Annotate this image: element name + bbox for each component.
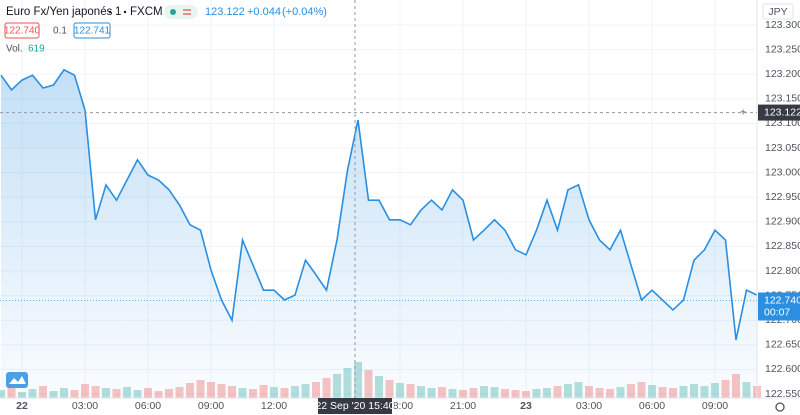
x-tick-label: 06:00: [639, 400, 665, 412]
volume-label: Vol.: [6, 44, 23, 55]
volume-value: 619: [28, 44, 45, 55]
crosshair-time-box: [318, 398, 392, 414]
currency-box[interactable]: [762, 3, 794, 20]
y-tick-label: 123.250: [765, 43, 800, 55]
currency: JPY: [768, 6, 787, 18]
change-percent: (+0.04%): [282, 6, 327, 18]
y-tick-label: 123.150: [765, 93, 800, 105]
x-tick-label: 03:00: [576, 400, 602, 412]
x-tick-label: 06:00: [135, 400, 161, 412]
ask: 122.741: [74, 26, 111, 37]
add-button[interactable]: +: [740, 106, 746, 118]
interval: 1: [115, 6, 121, 18]
crosshair-price-tag: [758, 104, 800, 121]
spread: 0.1: [53, 26, 67, 37]
area-fill: [1, 69, 757, 399]
logo-box: [6, 372, 28, 388]
last-price-tag: [758, 292, 800, 321]
market-status[interactable]: [164, 5, 198, 19]
x-tick-label: 18:00: [387, 400, 413, 412]
y-tick-label: 122.600: [765, 363, 800, 375]
time-axis: 22 03:00 06:00 09:00 12:00 18:00 21:00 23 03:00 0…: [16, 400, 728, 412]
exchange: FXCM: [130, 6, 163, 18]
settings-icon[interactable]: [775, 402, 785, 412]
y-tick-label: 122.800: [765, 265, 800, 277]
countdown: 00:07: [764, 306, 790, 318]
y-tick-label: 123.000: [765, 166, 800, 178]
separator: [108, 10, 112, 14]
plot-layer: [0, 68, 758, 399]
x-tick-label: 23: [520, 400, 532, 412]
x-tick-label: 12:00: [261, 400, 287, 412]
x-tick-label: 22: [16, 400, 28, 412]
status-dot: [170, 9, 176, 15]
last-value: 123.122: [205, 6, 245, 18]
y-tick-label: 123.200: [765, 68, 800, 80]
x-tick-label: 09:00: [198, 400, 224, 412]
bid: 122.740: [4, 26, 41, 37]
x-tick-label: 03:00: [72, 400, 98, 412]
last-price-label: 122.740: [764, 294, 800, 306]
y-tick-label: 123.050: [765, 142, 800, 154]
y-tick-label: 123.100: [765, 117, 800, 129]
crosshair-price-label: 123.122: [764, 106, 800, 118]
y-tick-label: 123.300: [765, 19, 800, 31]
logo: [6, 372, 28, 388]
x-tick-label: 21:00: [450, 400, 476, 412]
logo-mark: [9, 376, 26, 384]
x-tick-label: 09:00: [702, 400, 728, 412]
legend-header: Euro Fx/Yen japonés 1 FXCM 123.122 +0.04…: [4, 5, 327, 55]
price-axis: 122.550122.600122.650122.700122.750122.8…: [765, 19, 800, 400]
y-tick-label: 122.900: [765, 216, 800, 228]
price-line: [0, 68, 758, 341]
y-tick-label: 122.550: [765, 388, 800, 400]
y-tick-label: 122.850: [765, 240, 800, 252]
y-tick-label: 122.650: [765, 339, 800, 351]
y-tick-label: 122.950: [765, 191, 800, 203]
buy-button[interactable]: [73, 22, 111, 39]
separator: [123, 10, 127, 14]
symbol-title: Euro Fx/Yen japonés: [6, 6, 113, 18]
crosshair-time: 22 Sep '20 15:40: [315, 400, 394, 412]
sell-button[interactable]: [4, 22, 40, 39]
change: +0.044: [247, 6, 281, 18]
